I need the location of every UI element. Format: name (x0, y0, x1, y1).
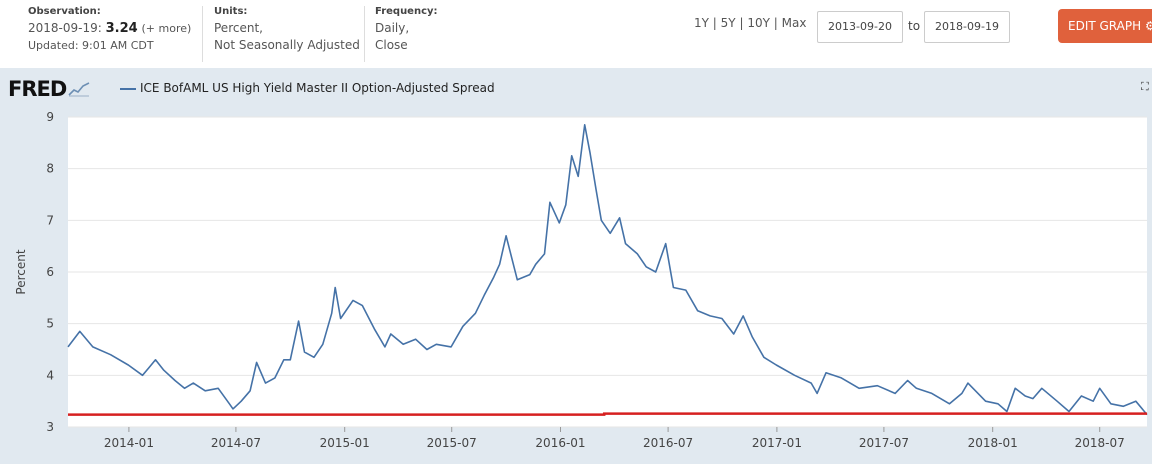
divider (364, 6, 365, 62)
range-10y-button[interactable]: 10Y (747, 16, 770, 30)
fred-logo: FRED (8, 77, 91, 101)
x-tick-label: 2017-01 (752, 436, 802, 450)
start-date-input[interactable]: 2013-09-20 (817, 11, 903, 43)
y-tick-label: 8 (46, 162, 54, 176)
x-tick-label: 2016-07 (643, 436, 693, 450)
legend-swatch (120, 87, 136, 90)
observation-value: 3.24 (105, 21, 138, 36)
range-separator: | (739, 16, 744, 30)
frequency-block: Frequency: Daily, Close (375, 6, 438, 54)
x-tick-label: 2018-01 (968, 436, 1018, 450)
range-separator: | (773, 16, 778, 30)
updated-text: Updated: 9:01 AM CDT (28, 39, 154, 52)
x-tick-label: 2018-07 (1075, 436, 1125, 450)
x-tick-label: 2014-07 (211, 436, 261, 450)
range-separator: | (712, 16, 717, 30)
observation-date: 2018-09-19: (28, 21, 102, 35)
x-tick-label: 2015-07 (427, 436, 477, 450)
y-axis-label: Percent (14, 249, 28, 294)
fred-logo-text: FRED (8, 77, 67, 101)
end-date-input[interactable]: 2018-09-19 (924, 11, 1010, 43)
x-tick-label: 2017-07 (859, 436, 909, 450)
units-line1: Percent, (214, 21, 263, 35)
frequency-line2: Close (375, 38, 408, 52)
edit-graph-button[interactable]: EDIT GRAPH ⚙ (1058, 9, 1152, 43)
frequency-label: Frequency: (375, 6, 438, 17)
x-tick-label: 2014-01 (104, 436, 154, 450)
range-5y-button[interactable]: 5Y (720, 16, 736, 30)
header-bar: Observation: 2018-09-19: 3.24 (+ more) U… (0, 0, 1152, 68)
fullscreen-icon[interactable]: ⛶ (1141, 80, 1149, 93)
y-tick-label: 9 (46, 110, 54, 124)
x-tick-label: 2016-01 (535, 436, 585, 450)
range-max-button[interactable]: Max (781, 16, 807, 30)
range-1y-button[interactable]: 1Y (694, 16, 709, 30)
range-selector: 1Y | 5Y | 10Y | Max (694, 16, 806, 30)
units-block: Units: Percent, Not Seasonally Adjusted (214, 6, 360, 54)
y-tick-label: 7 (46, 213, 54, 227)
observation-more-link[interactable]: (+ more) (141, 22, 192, 35)
units-label: Units: (214, 6, 248, 17)
reference-line (68, 412, 1147, 416)
frequency-line1: Daily, (375, 21, 410, 35)
divider (202, 6, 203, 62)
observation-block: Observation: 2018-09-19: 3.24 (+ more) U… (28, 6, 191, 54)
units-line2: Not Seasonally Adjusted (214, 38, 360, 52)
chart-legend: ICE BofAML US High Yield Master II Optio… (120, 81, 495, 95)
to-label: to (908, 19, 921, 33)
y-tick-label: 4 (46, 368, 54, 382)
y-tick-label: 5 (46, 317, 54, 331)
gear-icon: ⚙ (1144, 19, 1152, 33)
observation-label: Observation: (28, 6, 101, 17)
y-tick-label: 3 (46, 420, 54, 434)
fred-logo-chart-icon (68, 81, 91, 97)
x-tick-label: 2015-01 (320, 436, 370, 450)
edit-graph-label: EDIT GRAPH (1068, 19, 1142, 33)
y-tick-label: 6 (46, 265, 54, 279)
series-line (67, 124, 1148, 416)
legend-series-name: ICE BofAML US High Yield Master II Optio… (140, 81, 495, 95)
